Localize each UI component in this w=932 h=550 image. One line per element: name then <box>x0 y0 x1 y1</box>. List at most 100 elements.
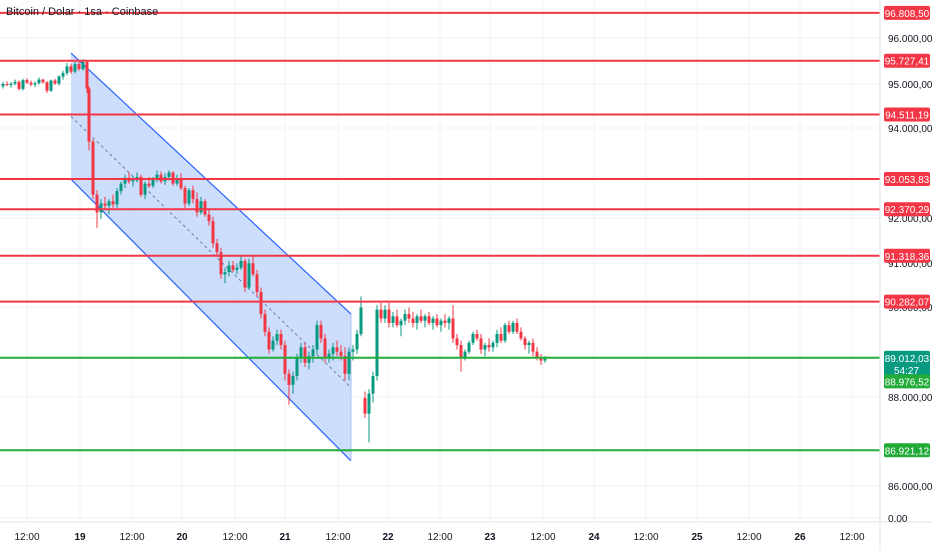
candle-up <box>223 267 227 284</box>
x-tick-label: 12:00 <box>839 532 864 543</box>
candle-down <box>87 86 91 151</box>
candle-body <box>291 376 295 385</box>
candle-body <box>243 261 247 288</box>
regression-channel-fill <box>71 53 351 461</box>
candle-up <box>155 170 159 183</box>
candle-up <box>291 371 295 394</box>
y-tick-label: 95.000,00 <box>888 80 932 91</box>
candle-down <box>499 327 503 343</box>
candle-down <box>255 269 259 297</box>
candle-body <box>347 351 351 374</box>
candle-up <box>61 70 65 80</box>
candle-up <box>299 342 303 363</box>
candle-body <box>483 345 487 350</box>
candle-body <box>299 347 303 359</box>
candle-down <box>487 338 491 352</box>
candle-body <box>85 61 89 89</box>
candle-up <box>235 263 239 275</box>
candle-body <box>399 320 403 326</box>
candle-body <box>259 291 263 315</box>
candle-up <box>423 314 427 328</box>
candle-up <box>495 329 499 348</box>
candle-down <box>183 185 187 208</box>
candle-body <box>183 188 187 204</box>
candle-down <box>195 192 199 217</box>
candle-up <box>239 256 243 270</box>
candle-body <box>115 191 119 205</box>
candle-body <box>119 183 123 192</box>
candle-body <box>13 81 17 84</box>
candle-down <box>29 80 33 87</box>
candle-body <box>467 342 471 352</box>
candle-body <box>61 72 65 77</box>
candle-body <box>511 322 515 332</box>
candle-down <box>459 340 463 372</box>
candle-up <box>359 296 363 337</box>
y-tick-label: 92.000,00 <box>888 214 932 225</box>
x-tick-label: 22 <box>382 532 394 543</box>
candle-down <box>279 329 283 350</box>
candle-body <box>367 393 371 414</box>
candle-body <box>419 316 423 321</box>
candle-body <box>507 325 511 332</box>
candle-down <box>451 305 455 343</box>
candle-body <box>331 347 335 354</box>
candle-body <box>167 172 171 177</box>
candle-body <box>103 203 107 206</box>
candle-down <box>427 311 431 326</box>
x-tick-label: 12:00 <box>633 532 658 543</box>
candle-up <box>311 345 315 363</box>
candle-up <box>415 314 419 330</box>
candle-down <box>531 338 535 357</box>
candle-body <box>415 316 419 323</box>
candle-body <box>363 398 367 414</box>
resistance-price-label: 90.282,07 <box>885 298 930 309</box>
candle-body <box>29 82 33 85</box>
candle-down <box>91 139 95 200</box>
candle-body <box>1 84 5 87</box>
candle-down <box>319 320 323 343</box>
candle-body <box>403 314 407 321</box>
candle-body <box>375 309 379 377</box>
candle-up <box>327 349 331 363</box>
candle-up <box>383 305 387 323</box>
candle-up <box>37 77 41 85</box>
candle-body <box>155 174 159 180</box>
candle-body <box>535 351 539 359</box>
candle-body <box>203 201 207 215</box>
candle-down <box>85 61 89 93</box>
candle-up <box>9 82 13 88</box>
candle-body <box>435 318 439 326</box>
resistance-price-label: 94.511,19 <box>885 111 929 122</box>
candle-body <box>207 214 211 222</box>
candle-up <box>467 340 471 354</box>
candle-body <box>41 79 45 83</box>
y-tick-label: 86.000,00 <box>888 482 932 493</box>
candle-down <box>53 78 57 85</box>
y-tick-label: 94.000,00 <box>888 124 932 135</box>
candle-up <box>367 389 371 443</box>
candle-body <box>523 338 527 346</box>
candle-up <box>123 174 127 189</box>
candle-up <box>119 181 123 195</box>
candle-down <box>25 78 29 85</box>
y-tick-label: 0.00 <box>888 514 908 525</box>
candle-body <box>91 141 95 195</box>
candle-up <box>315 320 319 354</box>
candle-body <box>339 351 343 357</box>
candle-body <box>143 183 147 195</box>
candle-down <box>387 303 391 328</box>
candle-body <box>439 320 443 326</box>
resistance-price-label-box <box>884 5 930 20</box>
candle-down <box>251 256 255 277</box>
candle-down <box>519 327 523 341</box>
secondary-price-label: 88.976,52 <box>885 377 930 388</box>
support-price-label-box <box>884 443 930 458</box>
x-tick-label: 12:00 <box>530 532 555 543</box>
candle-up <box>439 318 443 332</box>
candle-body <box>175 179 179 184</box>
x-tick-label: 12:00 <box>427 532 452 543</box>
candle-body <box>239 261 243 268</box>
candle-body <box>147 183 151 186</box>
